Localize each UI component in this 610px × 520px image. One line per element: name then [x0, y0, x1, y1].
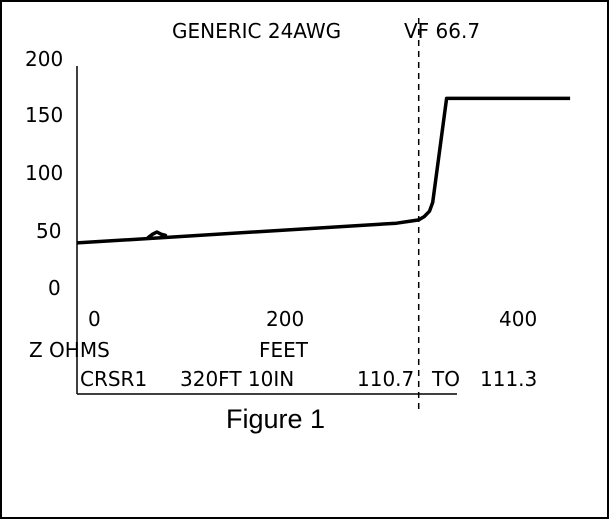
y-tick-labels: 200 150 100 50 0	[25, 47, 63, 300]
y-tick-label: 0	[48, 276, 61, 300]
x-axis-title: FEET	[259, 338, 309, 362]
cursor-label: CRSR1	[80, 367, 147, 391]
cable-type-label: GENERIC 24AWG	[172, 19, 341, 43]
x-tick-label: 400	[499, 307, 537, 331]
x-tick-labels: 0 200 400	[88, 307, 537, 331]
impedance-bump	[146, 230, 168, 240]
y-tick-label: 100	[25, 161, 63, 185]
impedance-trace	[76, 96, 571, 245]
y-tick-label: 150	[25, 103, 63, 127]
y-tick-label: 50	[36, 219, 61, 243]
figure-caption: Figure 1	[226, 404, 325, 434]
cursor-distance: 320FT 10IN	[180, 367, 294, 391]
cursor-reading-to: 111.3	[480, 367, 537, 391]
cursor-reading-from: 110.7	[357, 367, 414, 391]
cursor-reading-separator: TO	[431, 367, 460, 391]
x-tick-label: 200	[266, 307, 304, 331]
x-tick-label: 0	[88, 307, 101, 331]
y-axis-title: Z OHMS	[29, 338, 110, 362]
y-tick-label: 200	[25, 47, 63, 71]
velocity-factor-label: VF 66.7	[404, 19, 480, 43]
